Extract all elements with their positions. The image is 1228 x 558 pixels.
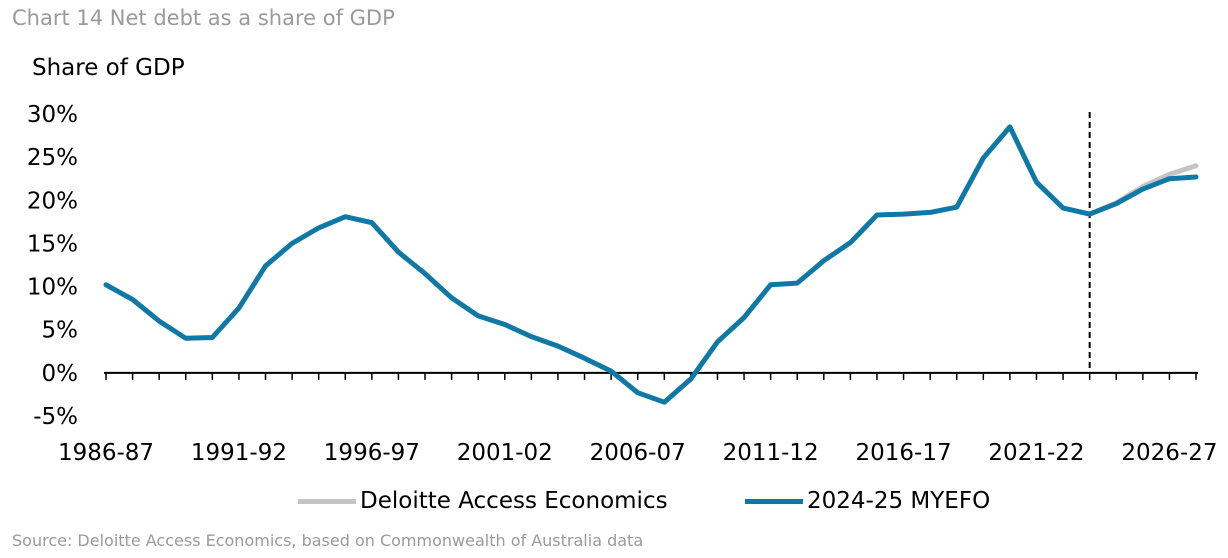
chart-title: Chart 14 Net debt as a share of GDP xyxy=(12,6,395,30)
source-note: Source: Deloitte Access Economics, based… xyxy=(12,531,644,550)
legend-item-deloitte-access-economics: Deloitte Access Economics xyxy=(298,484,668,518)
legend-item-2024-25-myefo: 2024-25 MYEFO xyxy=(745,484,990,518)
x-tick-label: 1991-92 xyxy=(191,440,287,466)
y-tick-label: 0% xyxy=(42,361,79,387)
x-tick-label: 1986-87 xyxy=(58,440,154,466)
x-tick-label: 2006-07 xyxy=(590,440,686,466)
y-tick-label: 15% xyxy=(27,231,78,257)
y-axis-tick-labels: -5% 0% 5% 10% 15% 20% 25% 30% xyxy=(27,102,78,430)
legend-label-deloitte: Deloitte Access Economics xyxy=(360,488,668,514)
legend-swatch-myefo xyxy=(745,498,803,504)
y-tick-label: -5% xyxy=(33,404,78,430)
y-tick-label: 5% xyxy=(42,318,79,344)
x-tick-label: 2021-22 xyxy=(988,440,1084,466)
y-tick-label: 25% xyxy=(27,145,78,171)
line-chart: -5% 0% 5% 10% 15% 20% 25% 30% 1986-87 1991-92 199… xyxy=(27,102,1218,466)
x-tick-label: 2026-27 xyxy=(1121,440,1217,466)
y-tick-label: 30% xyxy=(27,102,78,128)
y-axis-unit-label: Share of GDP xyxy=(32,55,185,81)
x-tick-label: 1996-97 xyxy=(324,440,420,466)
x-tick-label: 2016-17 xyxy=(856,440,952,466)
x-tick-label: 2001-02 xyxy=(457,440,553,466)
legend-swatch-deloitte xyxy=(298,498,356,504)
series-lines xyxy=(103,124,1199,405)
x-axis-tick-labels: 1986-87 1991-92 1996-97 2001-02 2006-07 2011-… xyxy=(58,440,1218,466)
x-axis xyxy=(104,371,1198,380)
x-tick-label: 2011-12 xyxy=(723,440,819,466)
series-line-myefo xyxy=(103,124,1199,405)
y-tick-label: 20% xyxy=(27,188,78,214)
legend-label-myefo: 2024-25 MYEFO xyxy=(807,488,991,514)
y-tick-label: 10% xyxy=(27,275,78,301)
